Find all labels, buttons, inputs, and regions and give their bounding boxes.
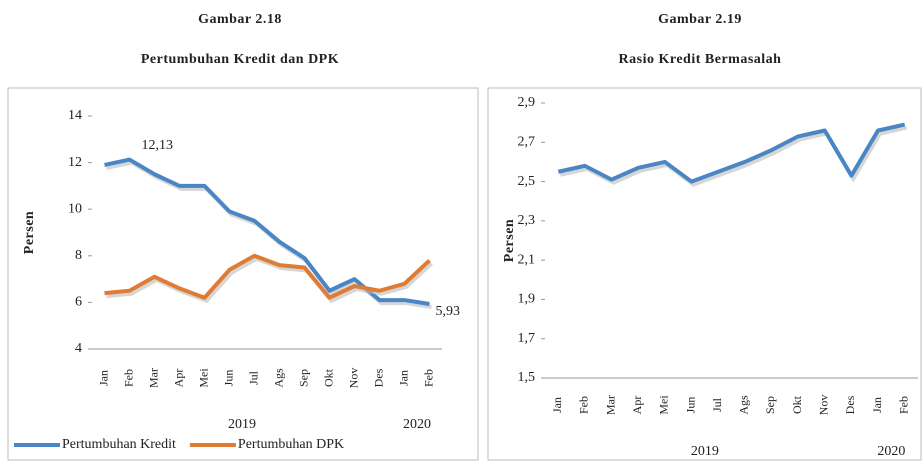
year-label: 2020 [877, 444, 905, 459]
frame [487, 87, 922, 461]
x-tick-label: Mei [196, 368, 210, 388]
x-tick-label: Nov [346, 368, 360, 389]
x-tick-label: Okt [790, 395, 804, 414]
x-tick-label: Jan [870, 397, 884, 413]
x-tick-label: Apr [171, 369, 185, 388]
y-tick-label: 8 [75, 248, 82, 263]
series-line [104, 157, 430, 307]
y-tick-label: 1,9 [518, 292, 536, 307]
x-tick-label: Mar [146, 368, 160, 388]
x-tick-label: Des [371, 368, 385, 387]
series-line [557, 122, 906, 184]
line-shadow [106, 256, 433, 304]
y-axis-label: Persen [502, 219, 517, 262]
year-label: 2019 [691, 444, 719, 459]
series-line [104, 253, 431, 300]
y-tick-label: 14 [68, 108, 82, 123]
x-tick-label: Jul [246, 370, 260, 385]
x-tick-label: Ags [271, 368, 285, 388]
y-tick-label: 2,3 [518, 213, 536, 228]
legend-label: Pertumbuhan Kredit [62, 437, 176, 452]
y-tick-label: 2,9 [518, 95, 536, 110]
x-tick-label: Feb [896, 396, 910, 414]
data-label: 5,93 [436, 304, 461, 319]
x-tick-label: Jun [221, 370, 235, 387]
y-tick-label: 6 [75, 295, 82, 310]
x-tick-label: Sep [296, 369, 310, 387]
x-tick-label: Jan [396, 370, 410, 386]
y-tick-label: 2,7 [518, 135, 536, 150]
chart-title: Gambar 2.19 [658, 12, 742, 27]
year-label: 2019 [228, 417, 256, 432]
x-tick-label: Des [843, 395, 857, 414]
x-tick-label: Ags [737, 395, 751, 415]
x-tick-label: Feb [421, 369, 435, 387]
y-tick-label: 2,5 [518, 174, 536, 189]
y-tick-label: 1,7 [518, 331, 536, 346]
x-tick-label: Jun [683, 397, 697, 414]
x-tick-label: Feb [121, 369, 135, 387]
x-tick-label: Jan [96, 370, 110, 386]
x-tick-label: Okt [321, 368, 335, 387]
legend-label: Pertumbuhan DPK [238, 437, 344, 452]
line-shadow [559, 125, 908, 187]
chart-title: Gambar 2.18 [198, 12, 282, 27]
x-tick-label: Mei [657, 395, 671, 415]
x-tick-label: Feb [577, 396, 591, 414]
chart-subtitle: Pertumbuhan Kredit dan DPK [141, 52, 339, 67]
y-axis-label: Persen [22, 211, 37, 254]
y-tick-label: 1,5 [518, 370, 536, 385]
x-tick-label: Jul [710, 397, 724, 412]
x-tick-label: Mar [603, 395, 617, 415]
y-tick-label: 10 [68, 201, 82, 216]
data-label: 12,13 [142, 138, 174, 153]
x-tick-label: Apr [630, 396, 644, 415]
x-tick-label: Jan [550, 397, 564, 413]
year-label: 2020 [403, 417, 431, 432]
y-tick-label: 4 [75, 341, 82, 356]
frame [7, 87, 479, 461]
y-tick-label: 2,1 [518, 252, 536, 267]
x-tick-label: Nov [817, 395, 831, 416]
y-tick-label: 12 [68, 155, 82, 170]
chart-subtitle: Rasio Kredit Bermasalah [619, 52, 782, 67]
x-tick-label: Sep [763, 396, 777, 414]
